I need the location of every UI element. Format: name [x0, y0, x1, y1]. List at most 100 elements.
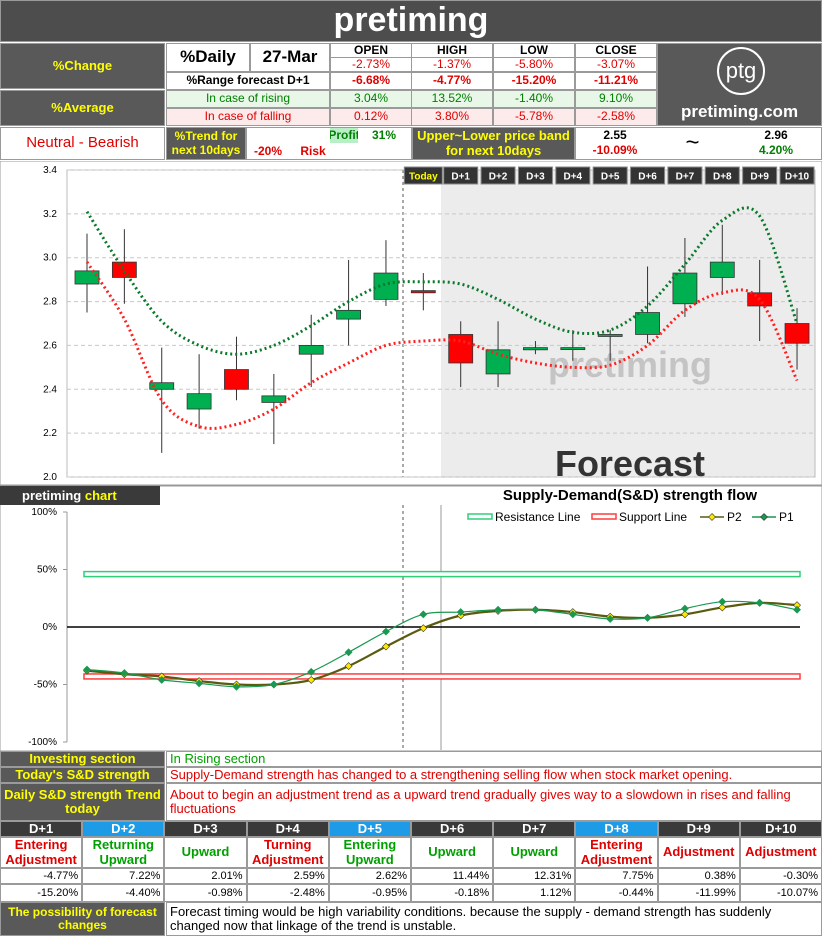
change-value: -1.37%: [411, 57, 493, 72]
point: [157, 675, 166, 684]
y-tick-label: 2.6: [43, 340, 57, 351]
section-text: In Rising section: [166, 751, 822, 767]
y-tick-label: 2.0: [43, 472, 57, 483]
day-low: -0.98%: [164, 884, 247, 902]
row-label: In case of rising: [166, 90, 330, 108]
point: [793, 605, 801, 614]
y-tick-label: 100%: [31, 507, 57, 518]
risk-value: -20%: [253, 144, 282, 159]
daily-label: %Daily: [166, 43, 250, 72]
point: [382, 642, 390, 651]
point: [456, 608, 465, 616]
point: [718, 597, 727, 606]
day-trend: Adjustment: [657, 837, 740, 868]
x-tick-label: D+3: [526, 172, 545, 183]
point: [419, 610, 428, 619]
point: [680, 610, 689, 619]
candle-body: [448, 334, 474, 364]
column-header: CLOSE: [575, 43, 657, 58]
profit-label: Profit: [330, 128, 358, 143]
day-low: 1.12%: [493, 884, 576, 902]
range-value: -15.20%: [493, 72, 575, 90]
upper-pct: 4.20%: [758, 143, 794, 158]
day-header: D+7: [493, 821, 576, 837]
level-line: [83, 570, 801, 578]
candle-body: [149, 382, 175, 390]
candle-body: [373, 272, 399, 300]
day-trend: Turning Adjustment: [246, 837, 329, 868]
chart-label-main: pretiming: [22, 488, 81, 503]
y-tick-label: -50%: [34, 680, 57, 691]
point: [232, 682, 241, 691]
x-tick-label: D+10: [785, 172, 810, 183]
day-header: D+5: [328, 821, 411, 837]
candle-body: [410, 290, 436, 294]
annotation: Forecast: [555, 443, 705, 484]
point: [494, 605, 502, 614]
y-tick-label: 3.2: [43, 209, 57, 220]
point: [120, 669, 129, 677]
row-label: %Range forecast D+1: [166, 72, 330, 90]
candle-body: [635, 312, 660, 335]
date: 27-Mar: [250, 43, 330, 72]
y-tick-label: 2.4: [43, 384, 57, 395]
day-low: -10.07%: [739, 884, 822, 902]
day-trend: Upward: [164, 837, 247, 868]
point: [344, 648, 353, 657]
site-name: pretiming.com: [680, 101, 799, 121]
y-tick-label: 0%: [43, 622, 58, 633]
point: [606, 615, 615, 623]
day-button: [443, 166, 479, 185]
day-header: D+3: [164, 821, 247, 837]
day-trend: Returning Upward: [82, 837, 165, 868]
candle-body: [298, 345, 324, 355]
legend-label: Resistance Line: [495, 510, 581, 524]
day-high: 2.62%: [328, 868, 411, 884]
day-header: D+10: [739, 821, 822, 837]
lower-price: 2.55: [603, 128, 627, 142]
day-low: -4.40%: [82, 884, 165, 902]
day-low: -0.95%: [328, 884, 411, 902]
legend-label: P1: [779, 510, 794, 524]
day-high: 0.38%: [657, 868, 740, 884]
y-tick-label: 2.2: [43, 428, 57, 439]
day-button: [704, 166, 740, 185]
x-tick-label: D+1: [451, 172, 470, 183]
day-button: [630, 166, 666, 185]
day-header: D+2: [82, 821, 165, 837]
point: [344, 662, 353, 671]
point: [83, 665, 91, 674]
page-title: pretiming: [0, 0, 822, 42]
day-low: -15.20%: [0, 884, 83, 902]
row-label: %Average: [0, 90, 165, 126]
profit-value: 31%: [371, 128, 397, 142]
charts: 2.0 2.2 2.4 2.6 2.8 3.0 3.2 3.4 Today D+1 D+2 D+3 D+…: [0, 161, 822, 751]
falling-value: -5.78%: [493, 108, 575, 126]
point: [307, 675, 316, 684]
x-tick-label: D+5: [601, 172, 620, 183]
day-high: 2.01%: [164, 868, 247, 884]
legend-swatch: [467, 513, 493, 520]
stance: Neutral - Bearish: [0, 127, 165, 160]
section-text: Supply-Demand strength has changed to a …: [166, 767, 822, 783]
day-header: D+4: [246, 821, 329, 837]
range-value: -11.21%: [575, 72, 657, 90]
column-header: LOW: [493, 43, 575, 58]
day-trend: Entering Adjustment: [575, 837, 658, 868]
band-label: Upper~Lower price band for next 10days: [412, 127, 575, 160]
falling-value: 3.80%: [411, 108, 493, 126]
candle-body: [224, 369, 249, 390]
day-trend: Upward: [411, 837, 494, 868]
risk-label: Risk: [300, 144, 326, 159]
rising-value: -1.40%: [493, 90, 575, 108]
upper-price: 2.96: [764, 128, 788, 142]
day-trend: Adjustment: [739, 837, 822, 868]
falling-value: 0.12%: [330, 108, 412, 126]
legend-swatch: [591, 513, 617, 520]
point: [680, 604, 689, 613]
falling-value: -2.58%: [575, 108, 657, 126]
day-button: [667, 166, 703, 185]
legend-marker: [760, 513, 768, 521]
candle-body: [784, 323, 810, 344]
day-button: [779, 166, 815, 185]
